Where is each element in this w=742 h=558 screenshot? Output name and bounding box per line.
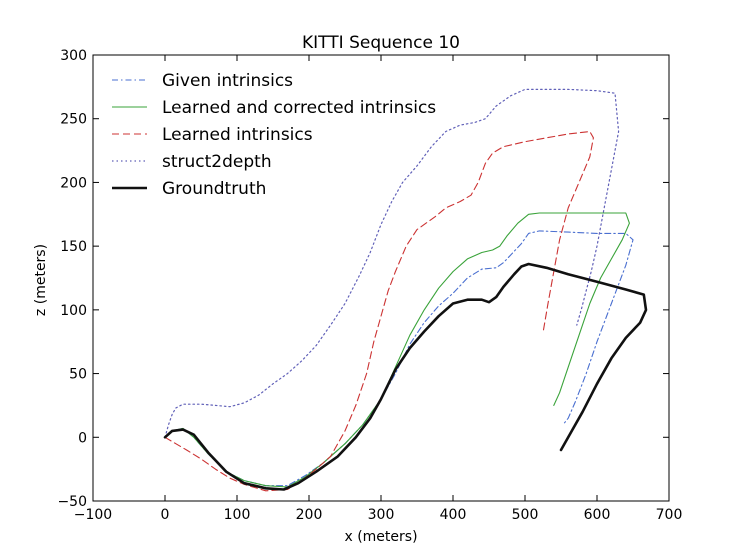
x-tick-label: 700 (656, 507, 683, 523)
legend: Given intrinsics Learned and corrected in… (112, 71, 436, 199)
x-tick-label: 0 (161, 507, 170, 523)
series-line-0 (164, 230, 634, 487)
legend-label-3: struct2depth (162, 152, 272, 172)
legend-label-4: Groundtruth (162, 179, 266, 199)
x-axis: −100 0 100 200 300 400 500 600 700 (74, 55, 683, 523)
chart-title: KITTI Sequence 10 (302, 33, 460, 53)
y-tick-label: 0 (78, 430, 87, 446)
x-tick-label: 300 (368, 507, 395, 523)
x-tick-label: 200 (296, 507, 323, 523)
legend-label-2: Learned intrinsics (162, 125, 313, 145)
y-tick-label: −50 (57, 494, 87, 510)
y-tick-label: 250 (60, 112, 87, 128)
series-line-2 (164, 130, 594, 492)
x-axis-label: x (meters) (344, 529, 417, 545)
x-tick-label: 500 (512, 507, 539, 523)
y-tick-label: 300 (60, 48, 87, 64)
y-tick-label: 150 (60, 239, 87, 255)
x-tick-label: 100 (224, 507, 251, 523)
plot-frame (92, 54, 670, 502)
legend-label-1: Learned and corrected intrinsics (162, 98, 436, 118)
y-axis-label: z (meters) (33, 244, 49, 316)
y-tick-label: 200 (60, 175, 87, 191)
y-tick-label: 100 (60, 303, 87, 319)
legend-label-0: Given intrinsics (162, 71, 293, 91)
x-tick-label: −100 (74, 507, 112, 523)
y-tick-label: 50 (69, 367, 87, 383)
plot-area (163, 88, 648, 492)
y-axis: −50 0 50 100 150 200 250 300 (57, 48, 669, 510)
x-tick-label: 600 (584, 507, 611, 523)
series-line-4 (163, 262, 648, 491)
series-line-1 (164, 212, 630, 488)
x-tick-label: 400 (440, 507, 467, 523)
